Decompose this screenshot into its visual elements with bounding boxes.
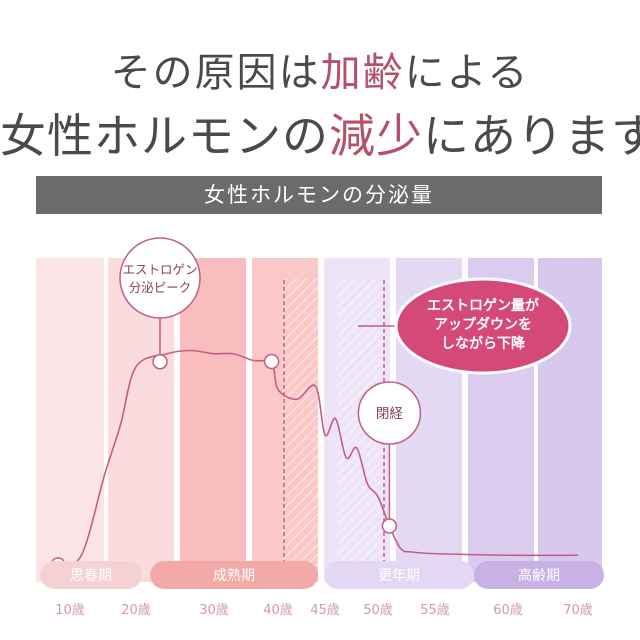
hatch-area-fluctuation: [282, 278, 318, 582]
peak-callout-text: エストロゲン分泌ピーク: [122, 262, 197, 295]
fluctuation-callout-text: エストロゲン量がアップダウンをしながら下降: [427, 297, 540, 352]
period-pill-3: [324, 561, 474, 589]
headline-1-accent: 加齢: [320, 50, 405, 96]
period-pill-1: [40, 561, 142, 589]
headline-1-pre: その原因は: [110, 50, 321, 96]
x-tick-label: 55歳: [420, 603, 450, 618]
age-column-3: [180, 258, 246, 582]
menopause-callout-circle: [357, 381, 422, 445]
period-pill-4: [474, 561, 604, 589]
x-tick-label: 10歳: [55, 603, 85, 618]
headline-2-pre: 女性ホルモンの: [0, 109, 329, 163]
period-label-2: 成熟期: [213, 568, 255, 584]
age-column-1: [36, 258, 104, 582]
headline-line-1: その原因は加齢による: [0, 40, 640, 98]
x-tick-label: 45歳: [310, 603, 340, 618]
headline-2-post: にあります: [423, 109, 640, 163]
x-tick-label: 40歳: [263, 603, 293, 618]
x-tick-label: 50歳: [363, 603, 393, 618]
period-label-3: 更年期: [378, 568, 420, 584]
chart-title-banner: 女性ホルモンの分泌量: [36, 176, 602, 214]
period-label-4: 高齢期: [518, 567, 560, 584]
period-label-1: 思春期: [70, 568, 112, 584]
period-pill-2: [150, 561, 318, 589]
point-peak-end: [263, 353, 280, 370]
x-tick-label: 70歳: [563, 603, 593, 618]
x-tick-label: 60歳: [493, 603, 523, 618]
headline-1-post: による: [404, 50, 530, 96]
fluctuation-callout-ellipse: [394, 277, 572, 375]
peak-callout-circle: [119, 237, 201, 319]
menopause-callout-text: 閉経: [376, 406, 403, 422]
x-tick-label: 20歳: [121, 603, 151, 618]
estrogen-curve: [57, 349, 579, 567]
headline-line-2: 女性ホルモンの減少にあります: [0, 100, 640, 166]
x-tick-label: 30歳: [199, 603, 229, 618]
headline-2-accent: 減少: [329, 109, 423, 163]
point-peak-start: [152, 354, 168, 370]
point-menopause: [381, 518, 398, 534]
